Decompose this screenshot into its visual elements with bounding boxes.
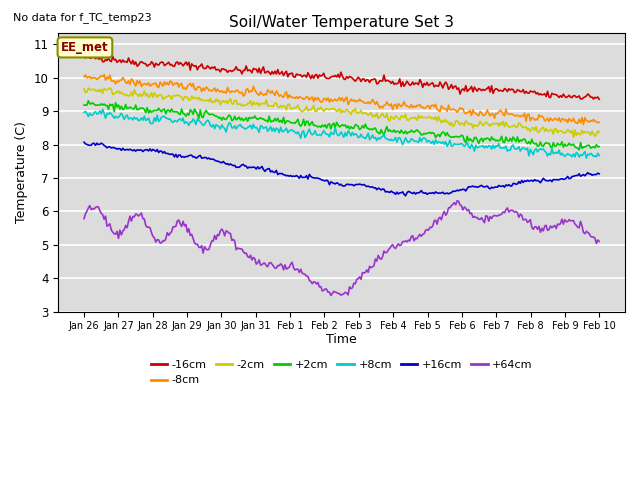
- -8cm: [580, 121, 588, 127]
- -8cm: [307, 95, 315, 101]
- +2cm: [261, 118, 269, 123]
- +16cm: [234, 164, 241, 170]
- +64cm: [595, 239, 603, 244]
- +2cm: [84, 98, 92, 104]
- +64cm: [305, 277, 313, 283]
- +8cm: [261, 125, 269, 131]
- +8cm: [80, 109, 88, 115]
- +2cm: [575, 147, 583, 153]
- +16cm: [80, 139, 88, 145]
- Line: -8cm: -8cm: [84, 75, 599, 124]
- -2cm: [80, 86, 88, 92]
- -16cm: [252, 66, 260, 72]
- +8cm: [252, 124, 260, 130]
- +8cm: [307, 131, 315, 136]
- Line: +2cm: +2cm: [84, 101, 599, 150]
- -2cm: [145, 94, 152, 100]
- Text: EE_met: EE_met: [61, 41, 109, 54]
- Line: +16cm: +16cm: [84, 142, 599, 196]
- -8cm: [252, 90, 260, 96]
- +2cm: [595, 144, 603, 149]
- Y-axis label: Temperature (C): Temperature (C): [15, 121, 28, 223]
- +64cm: [453, 198, 461, 204]
- +8cm: [99, 107, 106, 112]
- Line: -16cm: -16cm: [84, 55, 599, 99]
- X-axis label: Time: Time: [326, 333, 357, 346]
- -16cm: [568, 95, 576, 100]
- +2cm: [145, 110, 152, 116]
- +64cm: [570, 217, 577, 223]
- -8cm: [261, 91, 269, 97]
- -8cm: [100, 72, 108, 78]
- -8cm: [595, 120, 603, 125]
- -2cm: [106, 85, 114, 91]
- +16cm: [305, 171, 313, 177]
- -8cm: [80, 74, 88, 80]
- Title: Soil/Water Temperature Set 3: Soil/Water Temperature Set 3: [229, 15, 454, 30]
- Legend: -16cm, -8cm, -2cm, +2cm, +8cm, +16cm, +64cm: -16cm, -8cm, -2cm, +2cm, +8cm, +16cm, +6…: [146, 355, 537, 390]
- -16cm: [80, 54, 88, 60]
- -2cm: [235, 101, 243, 107]
- +16cm: [251, 165, 259, 170]
- -16cm: [261, 70, 269, 76]
- Line: +64cm: +64cm: [84, 201, 599, 296]
- +2cm: [80, 102, 88, 108]
- -16cm: [595, 96, 603, 102]
- +8cm: [235, 122, 243, 128]
- +8cm: [568, 154, 576, 159]
- +8cm: [582, 155, 590, 161]
- -2cm: [307, 107, 315, 113]
- +64cm: [80, 216, 88, 221]
- -2cm: [261, 101, 269, 107]
- +64cm: [251, 256, 259, 262]
- -16cm: [145, 62, 152, 68]
- +8cm: [145, 115, 152, 121]
- -8cm: [145, 80, 152, 86]
- +16cm: [595, 171, 603, 177]
- Text: No data for f_TC_temp23: No data for f_TC_temp23: [13, 12, 152, 23]
- +64cm: [234, 245, 241, 251]
- +16cm: [568, 174, 576, 180]
- -2cm: [252, 101, 260, 107]
- -2cm: [595, 130, 603, 135]
- -2cm: [570, 134, 577, 140]
- -8cm: [235, 90, 243, 96]
- +16cm: [260, 167, 268, 172]
- -16cm: [89, 52, 97, 58]
- -16cm: [235, 67, 243, 73]
- +2cm: [252, 116, 260, 121]
- Line: -2cm: -2cm: [84, 88, 599, 137]
- Line: +8cm: +8cm: [84, 109, 599, 158]
- +8cm: [595, 153, 603, 158]
- +2cm: [568, 142, 576, 148]
- -16cm: [307, 76, 315, 82]
- +64cm: [260, 261, 268, 266]
- +64cm: [327, 293, 335, 299]
- +16cm: [402, 193, 410, 199]
- +16cm: [143, 147, 151, 153]
- +2cm: [307, 120, 315, 126]
- -2cm: [568, 128, 576, 133]
- +2cm: [235, 114, 243, 120]
- -8cm: [568, 119, 576, 124]
- +64cm: [143, 224, 151, 230]
